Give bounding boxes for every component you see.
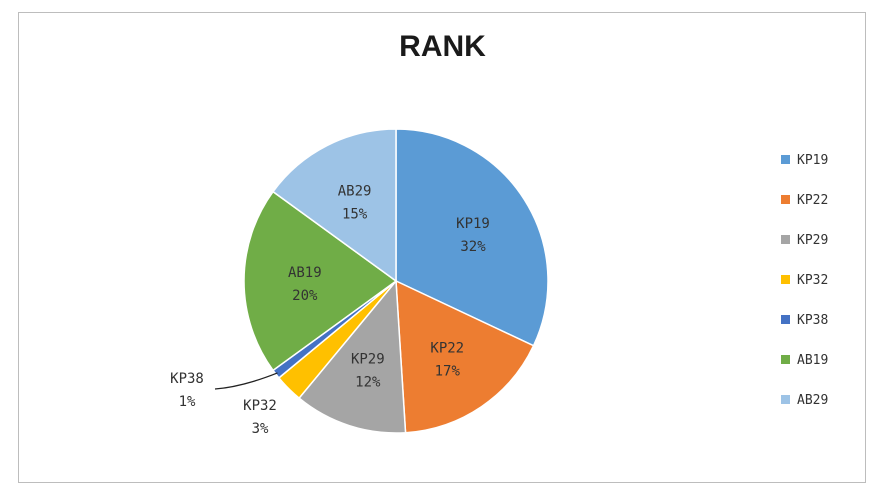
data-label-value: 17%	[435, 363, 461, 379]
chart-title: RANK	[399, 30, 486, 63]
pie-slice-kp19	[395, 128, 549, 347]
legend-label-kp38: KP38	[797, 313, 828, 328]
legend-swatch-kp32	[781, 275, 790, 284]
legend-swatch-kp22	[781, 195, 790, 204]
data-label-category: AB29	[338, 184, 372, 200]
data-label-value: 32%	[460, 239, 486, 255]
legend-label-ab19: AB19	[797, 353, 828, 368]
legend-swatch-kp19	[781, 155, 790, 164]
data-label-category: KP29	[351, 352, 385, 368]
legend-swatch-kp29	[781, 235, 790, 244]
leader-line-kp38	[214, 372, 278, 390]
legend-label-kp22: KP22	[797, 193, 828, 208]
legend-swatch-kp38	[781, 315, 790, 324]
pie-slice-ab29	[271, 128, 397, 283]
data-label-category: AB19	[288, 265, 322, 281]
data-label-value: 20%	[292, 288, 318, 304]
data-label-value: 15%	[342, 207, 368, 223]
data-label-category: KP38	[170, 371, 204, 387]
pie-slice-ab19	[243, 190, 398, 372]
legend-label-kp29: KP29	[797, 233, 828, 248]
data-label-category: KP32	[243, 398, 277, 414]
data-label-value: 1%	[179, 394, 196, 410]
data-label-category: KP19	[456, 216, 490, 232]
data-label-value: 3%	[252, 421, 269, 437]
chart-frame	[18, 12, 866, 483]
legend-label-ab29: AB29	[797, 393, 828, 408]
legend-label-kp19: KP19	[797, 153, 828, 168]
data-label-value: 12%	[355, 375, 381, 391]
legend-swatch-ab29	[781, 395, 790, 404]
data-label-category: KP22	[430, 340, 464, 356]
pie-slice-kp29	[298, 279, 407, 434]
legend-swatch-ab19	[781, 355, 790, 364]
legend-label-kp32: KP32	[797, 273, 828, 288]
pie-slice-kp22	[395, 279, 535, 434]
